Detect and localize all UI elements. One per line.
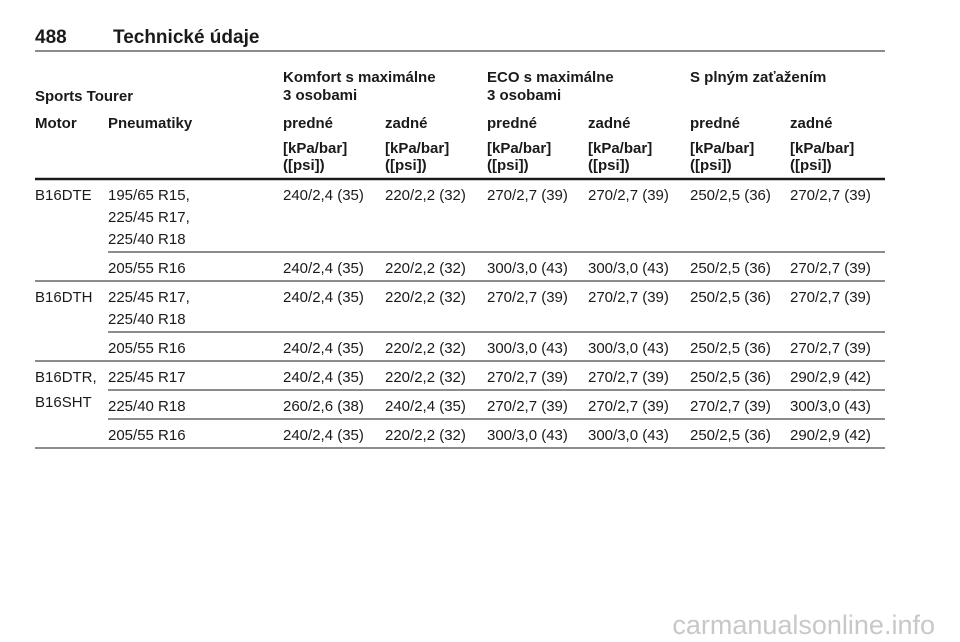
pressure: 300/3,0 (43) [588, 340, 669, 357]
pressure: 270/2,7 (39) [588, 369, 669, 386]
column-header: Pneumatiky [108, 115, 193, 132]
engine: B16DTE [35, 187, 92, 204]
pressure: 270/2,7 (39) [487, 369, 568, 386]
pressure: 270/2,7 (39) [790, 187, 871, 204]
tire-size: 195/65 R15, [108, 187, 190, 204]
pressure: 250/2,5 (36) [690, 289, 771, 306]
unit-header: [kPa/bar] ([psi]) [487, 140, 551, 174]
pressure: 300/3,0 (43) [588, 427, 669, 444]
tire-size: 225/40 R18 [108, 231, 186, 248]
pressure: 270/2,7 (39) [790, 260, 871, 277]
column-header: Motor [35, 115, 77, 132]
page-number: 488 [35, 27, 67, 48]
tire-size: 205/55 R16 [108, 340, 186, 357]
table-caption: Sports Tourer [35, 88, 133, 105]
pressure: 240/2,4 (35) [283, 260, 364, 277]
column-header: predné [283, 115, 333, 132]
pressure: 270/2,7 (39) [487, 289, 568, 306]
pressure: 260/2,6 (38) [283, 398, 364, 415]
pressure: 240/2,4 (35) [283, 289, 364, 306]
pressure: 240/2,4 (35) [385, 398, 466, 415]
pressure: 290/2,9 (42) [790, 427, 871, 444]
pressure: 220/2,2 (32) [385, 187, 466, 204]
unit-header: [kPa/bar] ([psi]) [283, 140, 347, 174]
watermark: carmanualsonline.info [672, 610, 935, 640]
group-header: S plným zaťažením [690, 69, 826, 86]
column-header: predné [690, 115, 740, 132]
unit-header: [kPa/bar] ([psi]) [588, 140, 652, 174]
pressure: 300/3,0 (43) [487, 260, 568, 277]
pressure: 300/3,0 (43) [588, 260, 669, 277]
column-header: zadné [385, 115, 428, 132]
pressure: 270/2,7 (39) [487, 398, 568, 415]
pressure: 270/2,7 (39) [487, 187, 568, 204]
pressure: 270/2,7 (39) [690, 398, 771, 415]
pressure: 270/2,7 (39) [588, 187, 669, 204]
pressure: 270/2,7 (39) [790, 289, 871, 306]
pressure: 270/2,7 (39) [790, 340, 871, 357]
pressure: 250/2,5 (36) [690, 340, 771, 357]
pressure: 270/2,7 (39) [588, 289, 669, 306]
group-header: ECO s maximálne 3 osobami [487, 69, 614, 104]
column-header: predné [487, 115, 537, 132]
unit-header: [kPa/bar] ([psi]) [690, 140, 754, 174]
pressure: 270/2,7 (39) [588, 398, 669, 415]
group-header: Komfort s maximálne 3 osobami [283, 69, 436, 104]
pressure: 300/3,0 (43) [790, 398, 871, 415]
pressure: 300/3,0 (43) [487, 427, 568, 444]
pressure: 250/2,5 (36) [690, 260, 771, 277]
unit-header: [kPa/bar] ([psi]) [385, 140, 449, 174]
tire-size: 205/55 R16 [108, 427, 186, 444]
tire-size: 225/40 R18 [108, 398, 186, 415]
page-title: Technické údaje [113, 27, 259, 48]
pressure: 220/2,2 (32) [385, 289, 466, 306]
pressure: 240/2,4 (35) [283, 340, 364, 357]
pressure: 240/2,4 (35) [283, 427, 364, 444]
engine: B16DTR, [35, 369, 97, 386]
pressure: 220/2,2 (32) [385, 340, 466, 357]
engine: B16SHT [35, 394, 92, 411]
tire-size: 205/55 R16 [108, 260, 186, 277]
pressure: 220/2,2 (32) [385, 427, 466, 444]
pressure: 300/3,0 (43) [487, 340, 568, 357]
tire-size: 225/45 R17, [108, 209, 190, 226]
pressure: 250/2,5 (36) [690, 427, 771, 444]
pressure: 220/2,2 (32) [385, 260, 466, 277]
engine: B16DTH [35, 289, 93, 306]
unit-header: [kPa/bar] ([psi]) [790, 140, 854, 174]
pressure: 240/2,4 (35) [283, 187, 364, 204]
pressure: 250/2,5 (36) [690, 369, 771, 386]
tire-size: 225/45 R17, [108, 289, 190, 306]
pressure: 240/2,4 (35) [283, 369, 364, 386]
column-header: zadné [790, 115, 833, 132]
column-header: zadné [588, 115, 631, 132]
tire-size: 225/40 R18 [108, 311, 186, 328]
tire-size: 225/45 R17 [108, 369, 186, 386]
pressure: 290/2,9 (42) [790, 369, 871, 386]
pressure: 250/2,5 (36) [690, 187, 771, 204]
pressure: 220/2,2 (32) [385, 369, 466, 386]
